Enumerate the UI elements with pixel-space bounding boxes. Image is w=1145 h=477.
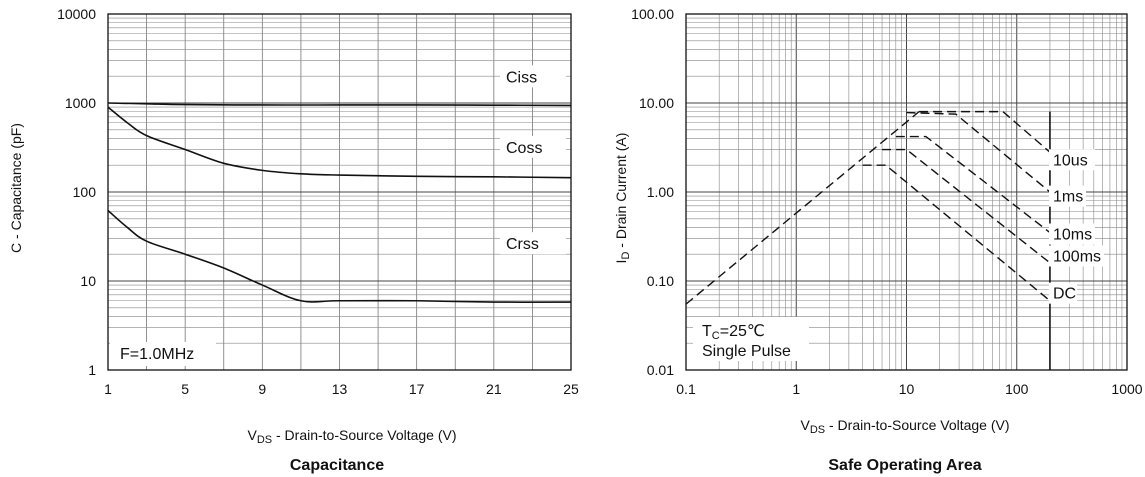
- capacitance-x-tick-label: 25: [563, 381, 579, 397]
- series-coss-line: [107, 106, 572, 179]
- single-pulse-annotation: Single Pulse: [702, 343, 791, 360]
- capacitance-x-ticks: 1 5 9 13 17 21 25: [104, 381, 579, 397]
- capacitance-x-tick-label: 13: [332, 381, 348, 397]
- soa-x-tick-label: 10: [899, 381, 915, 397]
- soa-y-axis-label: ID - Drain Current (A): [613, 133, 632, 264]
- series-ciss-line: [107, 102, 572, 107]
- soa-y-ticks: 0.01 0.10 1.00 10.00 100.00: [631, 6, 674, 378]
- series-1ms-label: 1ms: [1053, 189, 1083, 206]
- curve-label-bg: [1049, 245, 1104, 267]
- capacitance-y-tick-label: 1000: [65, 95, 96, 111]
- series-10ms-label: 10ms: [1053, 227, 1092, 244]
- soa-x-tick-label: 100: [1005, 381, 1029, 397]
- curve-label-bg: [1049, 185, 1086, 207]
- capacitance-x-tick-label: 5: [181, 381, 189, 397]
- series-10us-label: 10us: [1053, 152, 1088, 169]
- safe-operating-area-chart: 0.1 1 10 100 1000 0.01 0.10 1.00 10.00 100.00 10…: [613, 6, 1143, 474]
- case-temperature-annotation: TC=25℃: [702, 323, 765, 342]
- soa-x-tick-label: 0.1: [676, 381, 696, 397]
- capacitance-plot-frame: [107, 13, 572, 371]
- capacitance-y-tick-label: 1: [88, 362, 96, 378]
- soa-y-tick-label: 0.01: [647, 362, 674, 378]
- capacitance-y-axis-label: C - Capacitance (pF): [8, 123, 24, 253]
- soa-title: Safe Operating Area: [828, 457, 981, 474]
- soa-x-ticks: 0.1 1 10 100 1000: [676, 381, 1143, 397]
- soa-x-tick-label: 1000: [1111, 381, 1142, 397]
- capacitance-x-tick-label: 21: [486, 381, 502, 397]
- capacitance-y-tick-label: 10000: [57, 6, 96, 22]
- capacitance-y-tick-label: 10: [80, 273, 96, 289]
- capacitance-y-tick-label: 100: [73, 184, 97, 200]
- capacitance-title: Capacitance: [290, 457, 384, 474]
- capacitance-x-tick-label: 17: [409, 381, 425, 397]
- capacitance-chart: 1 5 9 13 17 21 25 1 10 100 1000 10000 Ciss Coss Crss…: [8, 6, 579, 474]
- capacitance-x-tick-label: 1: [104, 381, 112, 397]
- series-dc-label: DC: [1053, 286, 1076, 303]
- soa-annotation-bg: [693, 317, 809, 361]
- soa-y-tick-label: 0.10: [647, 273, 674, 289]
- soa-y-tick-label: 1.00: [647, 184, 674, 200]
- soa-x-tick-label: 1: [792, 381, 800, 397]
- curve-label-bg: [500, 65, 566, 88]
- series-crss-label: Crss: [506, 236, 539, 253]
- capacitance-y-ticks: 1 10 100 1000 10000: [57, 6, 96, 378]
- rds-on-limit-line: [685, 111, 920, 305]
- curve-label-bg: [1049, 149, 1095, 171]
- capacitance-annotation-bg: [110, 342, 216, 366]
- soa-y-tick-label: 10.00: [639, 95, 674, 111]
- series-ciss-label: Ciss: [506, 69, 537, 86]
- soa-curve-labels: 10us 1ms 10ms 100ms DC: [1049, 149, 1104, 304]
- series-1ms-line: [906, 111, 1051, 193]
- series-10ms-line: [895, 135, 1051, 234]
- soa-plot-frame: [685, 13, 1128, 371]
- curve-label-bg: [1049, 282, 1077, 304]
- capacitance-x-axis-label: VDS - Drain-to-Source Voltage (V): [247, 427, 456, 446]
- series-100ms-label: 100ms: [1053, 248, 1101, 265]
- curve-label-bg: [1049, 223, 1095, 245]
- curve-label-bg: [500, 135, 566, 158]
- curve-label-bg: [500, 232, 566, 255]
- soa-y-tick-label: 100.00: [631, 6, 674, 22]
- series-dc-line: [862, 164, 1051, 302]
- soa-x-axis-label: VDS - Drain-to-Source Voltage (V): [800, 417, 1009, 436]
- frequency-annotation: F=1.0MHz: [120, 346, 194, 363]
- capacitance-x-tick-label: 9: [258, 381, 266, 397]
- capacitance-curves: [107, 102, 572, 303]
- series-coss-label: Coss: [506, 140, 542, 157]
- series-100ms-line: [882, 148, 1051, 264]
- capacitance-curve-labels: Ciss Coss Crss: [500, 65, 566, 255]
- series-crss-line: [107, 209, 572, 303]
